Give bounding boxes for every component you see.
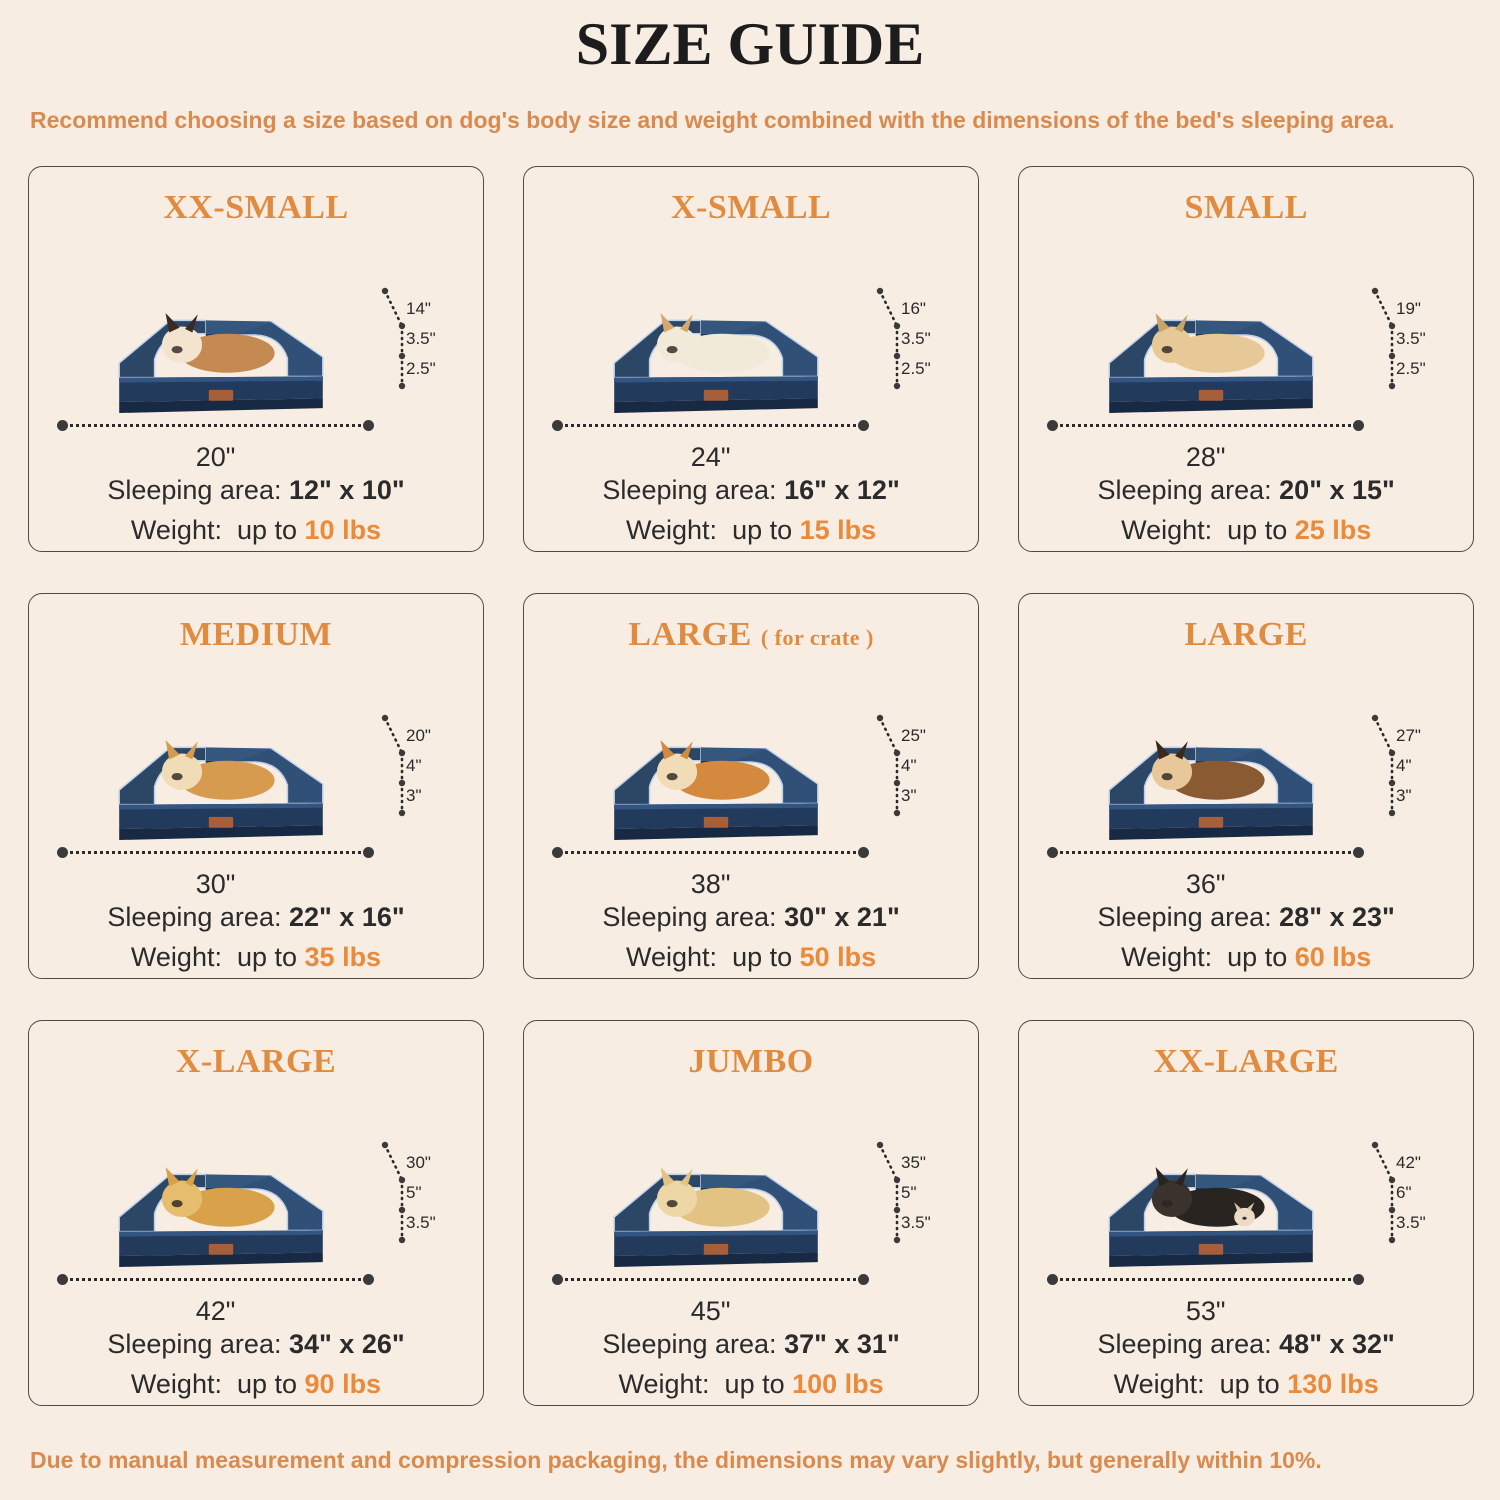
svg-text:3": 3" [1396, 786, 1412, 805]
svg-text:3": 3" [406, 786, 422, 805]
svg-text:30": 30" [406, 1153, 431, 1172]
svg-text:3.5": 3.5" [901, 329, 931, 348]
svg-text:3.5": 3.5" [406, 1213, 436, 1232]
svg-text:19": 19" [1396, 299, 1421, 318]
svg-text:3.5": 3.5" [1396, 329, 1426, 348]
svg-text:27": 27" [1396, 726, 1421, 745]
svg-text:25": 25" [901, 726, 926, 745]
svg-text:3.5": 3.5" [1396, 1213, 1426, 1232]
svg-text:42": 42" [1396, 1153, 1421, 1172]
svg-text:14": 14" [406, 299, 431, 318]
svg-text:2.5": 2.5" [406, 359, 436, 378]
svg-text:4": 4" [901, 756, 917, 775]
svg-text:4": 4" [1396, 756, 1412, 775]
svg-text:6": 6" [1396, 1183, 1412, 1202]
svg-text:3.5": 3.5" [406, 329, 436, 348]
svg-text:5": 5" [901, 1183, 917, 1202]
svg-text:4": 4" [406, 756, 422, 775]
svg-text:5": 5" [406, 1183, 422, 1202]
svg-text:2.5": 2.5" [1396, 359, 1426, 378]
svg-text:16": 16" [901, 299, 926, 318]
svg-text:3.5": 3.5" [901, 1213, 931, 1232]
svg-text:35": 35" [901, 1153, 926, 1172]
svg-text:2.5": 2.5" [901, 359, 931, 378]
svg-text:20": 20" [406, 726, 431, 745]
svg-text:3": 3" [901, 786, 917, 805]
